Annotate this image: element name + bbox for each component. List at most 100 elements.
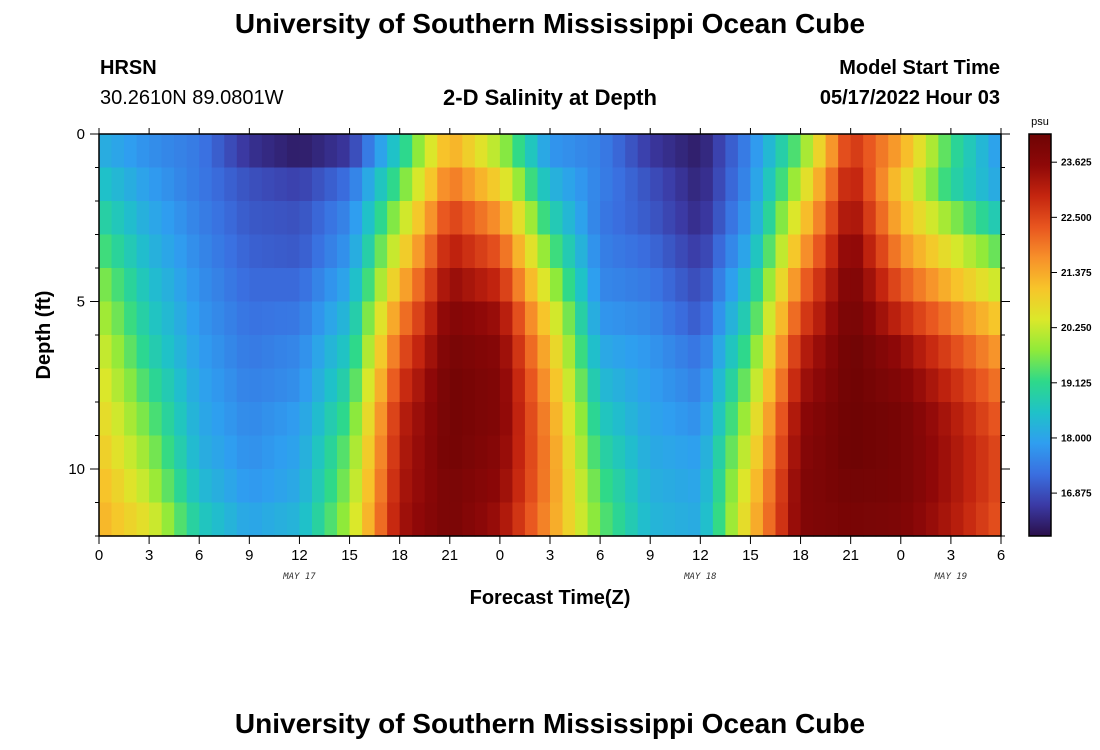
heat-cell [124, 402, 138, 437]
heat-cell [712, 368, 726, 403]
heat-cell [700, 469, 714, 504]
heat-cell [600, 469, 614, 504]
heat-cell [587, 167, 601, 202]
heat-cell [474, 301, 488, 336]
heat-cell [236, 335, 250, 370]
heat-cell [362, 368, 376, 403]
heat-cell [487, 301, 501, 336]
heat-cell [449, 301, 463, 336]
heat-cell [675, 268, 689, 303]
heat-cell [988, 134, 1002, 169]
heat-cell [337, 435, 351, 470]
heat-cell [975, 134, 990, 169]
heat-cell [124, 134, 138, 169]
heat-cell [524, 368, 539, 403]
heat-cell [925, 167, 939, 202]
heatmap-cells [99, 134, 1002, 537]
heat-cell [850, 268, 864, 303]
heat-cell [800, 201, 814, 236]
heat-cell [938, 201, 952, 236]
heat-cell [362, 167, 376, 202]
heat-cell [424, 167, 438, 202]
model-start-time: 05/17/2022 Hour 03 [819, 87, 1000, 109]
heat-cell [249, 167, 263, 202]
heat-cell [149, 134, 163, 169]
heat-cell [337, 301, 351, 336]
heat-cell [687, 435, 701, 470]
heat-cell [913, 502, 927, 537]
heat-cell [512, 469, 526, 504]
heat-cell [975, 502, 990, 537]
heat-cell [249, 368, 263, 403]
heat-cell [537, 502, 551, 537]
heat-cell [374, 469, 388, 504]
heat-cell [900, 201, 914, 236]
heat-cell [324, 134, 338, 169]
heat-cell [474, 435, 488, 470]
heat-cell [537, 167, 551, 202]
heat-cell [186, 134, 200, 169]
heat-cell [149, 234, 163, 269]
colorbar-tick-label: 22.500 [1061, 213, 1092, 224]
heat-cell [875, 268, 889, 303]
heat-cell [750, 134, 764, 169]
colorbar-gradient [1028, 133, 1052, 537]
heat-cell [286, 469, 301, 504]
heat-cell [286, 402, 301, 437]
heat-cell [875, 502, 889, 537]
heat-cell [537, 402, 551, 437]
heat-cell [575, 502, 589, 537]
heat-cell [562, 134, 576, 169]
date-label: MAY 18 [683, 572, 717, 582]
heat-cell [950, 335, 965, 370]
heat-cell [800, 335, 814, 370]
heat-cell [625, 335, 639, 370]
heat-cell [913, 167, 927, 202]
heat-cell [362, 335, 376, 370]
salinity-chart: 0 3 6 9 12 15 18 21 0 3 6 9 12 15 18 21 0 3 6 0 5 10 MAY 17 MAY… [33, 116, 1092, 609]
heat-cell [324, 435, 338, 470]
heat-cell [299, 502, 313, 537]
heat-cell [637, 335, 651, 370]
heat-cell [875, 368, 889, 403]
heat-cell [487, 469, 501, 504]
colorbar-tick-label: 20.250 [1061, 323, 1092, 334]
heat-cell [524, 167, 539, 202]
heat-cell [111, 167, 125, 202]
heat-cell [600, 335, 614, 370]
heat-cell [462, 234, 476, 269]
heat-cell [424, 301, 438, 336]
heat-cell [111, 301, 125, 336]
heat-cell [950, 368, 965, 403]
heat-cell [462, 402, 476, 437]
heat-cell [750, 469, 764, 504]
heat-cell [499, 301, 514, 336]
heat-cell [186, 402, 200, 437]
heat-cell [211, 368, 225, 403]
heat-cell [374, 234, 388, 269]
heat-cell [762, 167, 777, 202]
heat-cell [825, 167, 839, 202]
heat-cell [136, 469, 150, 504]
heat-cell [963, 435, 977, 470]
heat-cell [600, 368, 614, 403]
heat-cell [199, 268, 213, 303]
heat-cell [587, 335, 601, 370]
heat-cell [124, 201, 138, 236]
heat-cell [900, 368, 914, 403]
heat-cell [174, 301, 188, 336]
heat-cell [399, 469, 413, 504]
heat-cell [174, 268, 188, 303]
heat-cell [562, 368, 576, 403]
heat-cell [875, 201, 889, 236]
heat-cell [186, 167, 200, 202]
heat-cell [687, 201, 701, 236]
heat-cell [550, 402, 564, 437]
heat-cell [925, 234, 939, 269]
heat-cell [399, 268, 413, 303]
heat-cell [913, 234, 927, 269]
heat-cell [124, 167, 138, 202]
heat-cell [950, 201, 965, 236]
heat-cell [600, 234, 614, 269]
heat-cell [863, 134, 877, 169]
